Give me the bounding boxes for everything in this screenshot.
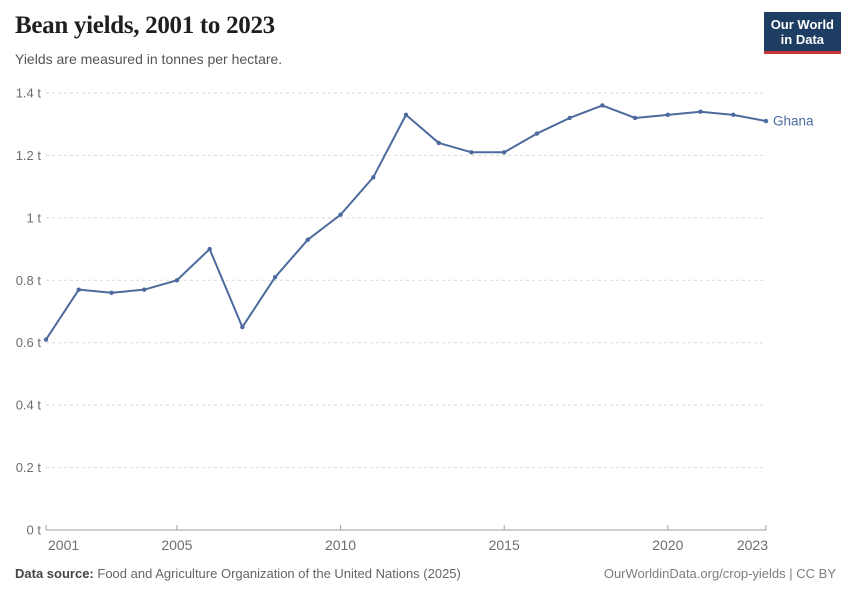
data-point-2010[interactable] [338,212,343,217]
ghana-series-line[interactable] [45,104,767,341]
credit-link[interactable]: OurWorldinData.org/crop-yields | CC BY [603,566,836,581]
data-point-2022[interactable] [731,112,736,118]
x-axis-tick-label: 2015 [489,537,520,553]
data-point-2017[interactable] [567,115,572,121]
data-point-2015[interactable] [501,150,507,155]
data-point-2014[interactable] [469,150,474,155]
data-point-2005[interactable] [174,278,180,283]
data-point-2001[interactable] [43,337,49,342]
y-axis-tick-label: 0.8 t [16,273,42,288]
owid-logo-line2: in Data [780,32,825,47]
data-point-2019[interactable] [632,115,638,121]
data-point-2016[interactable] [534,131,540,136]
y-axis-tick-label: 1.2 t [16,148,42,163]
data-point-2011[interactable] [371,175,376,180]
series-label-ghana[interactable]: Ghana [773,114,814,129]
data-point-2018[interactable] [600,103,605,108]
data-point-2012[interactable] [403,112,409,118]
y-axis-tick-label: 0.2 t [16,460,42,475]
x-axis-tick-label: 2023 [737,537,768,553]
data-point-2004[interactable] [141,287,147,292]
data-point-2003[interactable] [109,290,114,295]
data-point-2021[interactable] [698,109,703,114]
y-axis-tick-label: 0 t [27,523,42,538]
x-axis-tick-label: 2010 [325,537,356,553]
data-source-label: Data source: [15,566,94,581]
data-source-note: Data source: Food and Agriculture Organi… [15,566,461,581]
data-point-2008[interactable] [272,274,278,280]
x-axis-tick-label: 2020 [652,537,683,553]
data-point-2006[interactable] [207,246,212,252]
data-point-2009[interactable] [305,237,311,242]
data-point-2023[interactable] [763,118,769,124]
chart-footer: Data source: Food and Agriculture Organi… [15,566,836,581]
data-point-2002[interactable] [76,287,81,292]
y-axis-tick-label: 0.4 t [16,398,42,413]
data-point-2013[interactable] [436,140,441,146]
x-axis-tick-label: 2005 [161,537,192,553]
owid-logo-line1: Our World [770,17,834,32]
data-point-2020[interactable] [665,112,671,118]
owid-logo[interactable]: Our World in Data [763,12,841,54]
y-axis-tick-label: 0.6 t [16,335,42,350]
data-source-text: Food and Agriculture Organization of the… [97,566,461,581]
data-point-2007[interactable] [240,324,245,330]
y-axis-tick-label: 1 t [27,210,42,225]
y-axis-tick-label: 1.4 t [16,86,42,101]
x-axis-tick-label: 2001 [48,537,79,553]
chart-title: Bean yields, 2001 to 2023 [15,12,275,39]
chart-subtitle: Yields are measured in tonnes per hectar… [15,51,283,67]
